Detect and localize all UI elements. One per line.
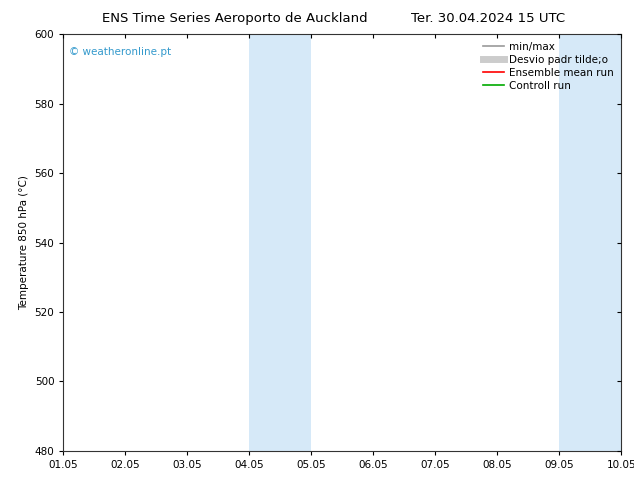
Text: ENS Time Series Aeroporto de Auckland: ENS Time Series Aeroporto de Auckland <box>102 12 367 25</box>
Text: Ter. 30.04.2024 15 UTC: Ter. 30.04.2024 15 UTC <box>411 12 566 25</box>
Legend: min/max, Desvio padr tilde;o, Ensemble mean run, Controll run: min/max, Desvio padr tilde;o, Ensemble m… <box>479 37 618 95</box>
Y-axis label: Temperature 850 hPa (°C): Temperature 850 hPa (°C) <box>19 175 29 310</box>
Bar <box>559 34 621 451</box>
Bar <box>249 34 311 451</box>
Text: © weatheronline.pt: © weatheronline.pt <box>69 47 171 57</box>
